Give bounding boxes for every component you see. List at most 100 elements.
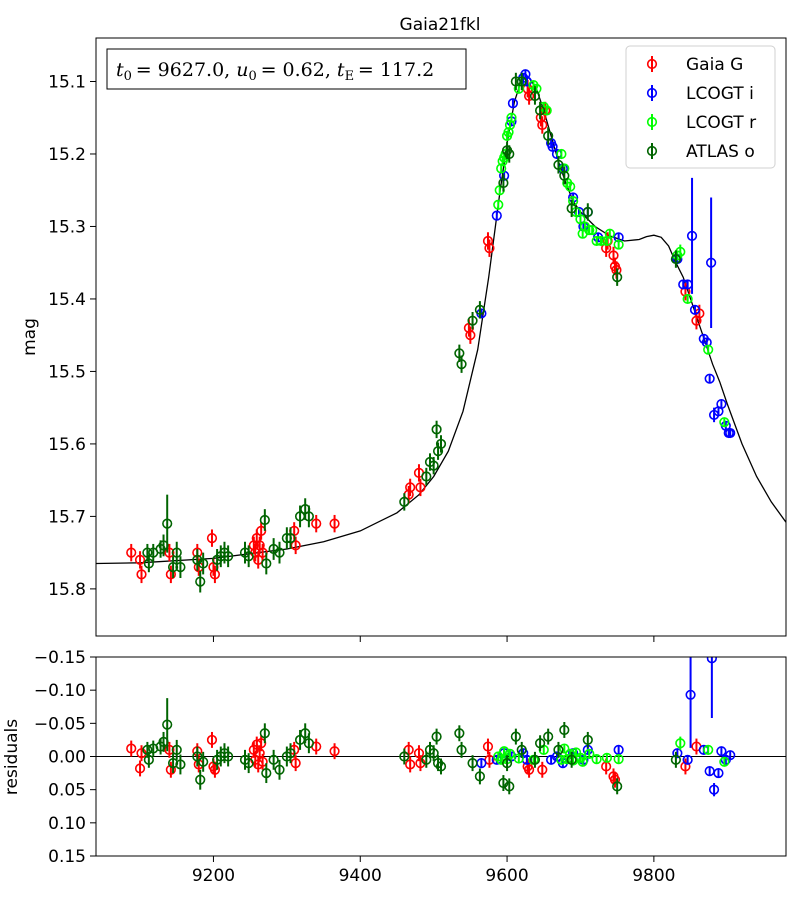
- marker-lcogt-r: [496, 163, 507, 174]
- marker-atlas-o: [274, 547, 285, 558]
- marker-gaia-g: [164, 744, 175, 755]
- marker-atlas-o: [612, 272, 623, 283]
- marker-atlas-o: [501, 758, 513, 769]
- marker-atlas-o: [171, 744, 182, 755]
- point-atlas-o: [435, 435, 447, 453]
- point-gaia-g: [136, 565, 147, 584]
- legend-label: LCOGT i: [686, 84, 754, 104]
- marker-atlas-o: [268, 754, 279, 765]
- marker-atlas-o: [198, 558, 209, 569]
- marker-lcogt-r: [559, 743, 570, 754]
- marker-lcogt-r: [613, 754, 624, 765]
- main-y-ticks: 15.1 15.2 15.3 15.4 15.5 15.6 15.7 15.8: [48, 72, 96, 600]
- point-gaia-g: [537, 116, 548, 134]
- param-subscript: E: [345, 69, 355, 84]
- marker-lcogt-r: [682, 293, 693, 305]
- marker-atlas-o: [559, 724, 570, 736]
- point-gaia-g: [608, 246, 619, 265]
- point-lcogt-r: [493, 199, 504, 210]
- point-lcogt-r: [719, 756, 730, 767]
- param-symbol: u: [236, 59, 248, 81]
- point-gaia-g: [415, 478, 426, 497]
- residuals-x-tick-label: 9600: [485, 866, 528, 886]
- fit-parameters-frame: [106, 48, 467, 90]
- main-y-tick-label: 15.8: [48, 580, 86, 600]
- main-y-tick-label: 15.5: [48, 362, 86, 382]
- point-gaia-g: [405, 756, 416, 773]
- legend-entry-atlas-o: ATLAS o: [646, 142, 755, 162]
- marker-atlas-o: [454, 728, 465, 739]
- point-atlas-o: [474, 301, 486, 319]
- point-atlas-o: [467, 311, 478, 330]
- point-lcogt-r: [595, 235, 607, 247]
- point-atlas-o: [612, 778, 623, 795]
- marker-gaia-g: [482, 741, 494, 752]
- residuals-x-tick-label: 9200: [192, 866, 235, 886]
- marker-atlas-o: [582, 734, 593, 746]
- marker-gaia-g: [209, 569, 221, 580]
- marker-atlas-o: [303, 511, 314, 522]
- marker-lcogt-i: [507, 98, 519, 109]
- marker-lcogt-i: [686, 230, 698, 241]
- marker-atlas-o: [566, 754, 577, 765]
- marker-atlas-o: [261, 767, 272, 779]
- marker-atlas-o: [431, 424, 442, 435]
- marker-lcogt-r: [604, 228, 615, 239]
- point-atlas-o: [510, 72, 521, 91]
- main-y-tick-label: 15.4: [48, 290, 86, 310]
- marker-atlas-o: [534, 105, 546, 116]
- point-gaia-g: [126, 543, 137, 562]
- marker-atlas-o: [162, 518, 173, 529]
- point-atlas-o: [454, 344, 465, 363]
- point-gaia-g: [311, 514, 322, 533]
- marker-lcogt-i: [701, 337, 712, 348]
- point-atlas-o: [223, 545, 234, 568]
- marker-gaia-g: [126, 547, 137, 558]
- point-lcogt-r: [675, 736, 686, 750]
- marker-atlas-o: [259, 728, 270, 739]
- point-atlas-o: [421, 467, 432, 486]
- marker-atlas-o: [143, 558, 154, 569]
- marker-gaia-g: [608, 250, 619, 261]
- marker-lcogt-r: [493, 199, 504, 210]
- marker-atlas-o: [195, 576, 206, 587]
- marker-gaia-g: [415, 482, 426, 493]
- marker-lcogt-i: [682, 754, 693, 765]
- marker-atlas-o: [516, 76, 527, 87]
- marker-lcogt-i: [708, 784, 720, 795]
- marker-atlas-o: [167, 758, 179, 769]
- point-atlas-o: [435, 758, 447, 775]
- point-atlas-o: [559, 167, 570, 185]
- marker-atlas-o: [467, 758, 478, 769]
- residuals-y-ticks: −0.15 −0.10 −0.05 0.00 0.05 0.10 0.15: [34, 648, 96, 867]
- main-x-ticks: [212, 636, 655, 642]
- point-gaia-g: [523, 761, 535, 778]
- point-atlas-o: [243, 545, 254, 568]
- fit-parameters-text: t0 = 9627.0, u0 = 0.62, tE = 117.2: [116, 59, 434, 84]
- marker-gaia-g: [482, 235, 494, 247]
- marker-atlas-o: [303, 738, 314, 749]
- point-lcogt-r: [565, 181, 576, 192]
- point-atlas-o: [431, 420, 442, 439]
- point-lcogt-r: [719, 417, 730, 428]
- point-atlas-o: [171, 739, 182, 760]
- point-lcogt-r: [613, 754, 624, 765]
- point-gaia-g: [206, 731, 218, 748]
- point-lcogt-i: [704, 373, 715, 384]
- marker-lcogt-r: [568, 195, 579, 207]
- marker-atlas-o: [143, 754, 154, 765]
- marker-atlas-o: [198, 756, 209, 767]
- point-lcogt-r: [682, 293, 693, 305]
- point-atlas-o: [428, 456, 439, 475]
- marker-gaia-g: [134, 554, 146, 565]
- point-atlas-o: [192, 746, 203, 767]
- residuals-x-tick-label: 9400: [339, 866, 382, 886]
- residuals-x-tick-label: 9800: [632, 866, 675, 886]
- legend-frame: [625, 45, 776, 169]
- point-atlas-o: [243, 753, 254, 774]
- point-atlas-o: [167, 556, 179, 579]
- legend-label: ATLAS o: [686, 142, 755, 162]
- marker-lcogt-r: [595, 235, 607, 247]
- legend: Gaia G LCOGT i LCOGT r ATLAS o: [625, 45, 776, 169]
